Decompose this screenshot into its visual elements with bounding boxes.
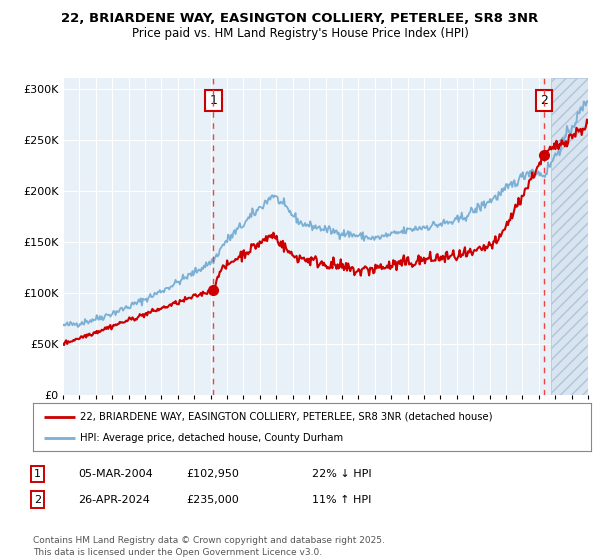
Text: HPI: Average price, detached house, County Durham: HPI: Average price, detached house, Coun… xyxy=(80,433,344,444)
Text: 26-APR-2024: 26-APR-2024 xyxy=(78,494,150,505)
Text: 1: 1 xyxy=(209,94,217,107)
Text: 1: 1 xyxy=(34,469,41,479)
Text: 2: 2 xyxy=(34,494,41,505)
Text: Price paid vs. HM Land Registry's House Price Index (HPI): Price paid vs. HM Land Registry's House … xyxy=(131,27,469,40)
Text: 05-MAR-2004: 05-MAR-2004 xyxy=(78,469,153,479)
Text: Contains HM Land Registry data © Crown copyright and database right 2025.
This d: Contains HM Land Registry data © Crown c… xyxy=(33,536,385,557)
Text: 22, BRIARDENE WAY, EASINGTON COLLIERY, PETERLEE, SR8 3NR (detached house): 22, BRIARDENE WAY, EASINGTON COLLIERY, P… xyxy=(80,412,493,422)
Text: 22, BRIARDENE WAY, EASINGTON COLLIERY, PETERLEE, SR8 3NR: 22, BRIARDENE WAY, EASINGTON COLLIERY, P… xyxy=(61,12,539,25)
Text: £235,000: £235,000 xyxy=(186,494,239,505)
Text: £102,950: £102,950 xyxy=(186,469,239,479)
Text: 2: 2 xyxy=(540,94,548,107)
Text: 22% ↓ HPI: 22% ↓ HPI xyxy=(312,469,371,479)
Bar xyxy=(551,78,588,395)
Bar xyxy=(551,78,588,395)
Text: 11% ↑ HPI: 11% ↑ HPI xyxy=(312,494,371,505)
